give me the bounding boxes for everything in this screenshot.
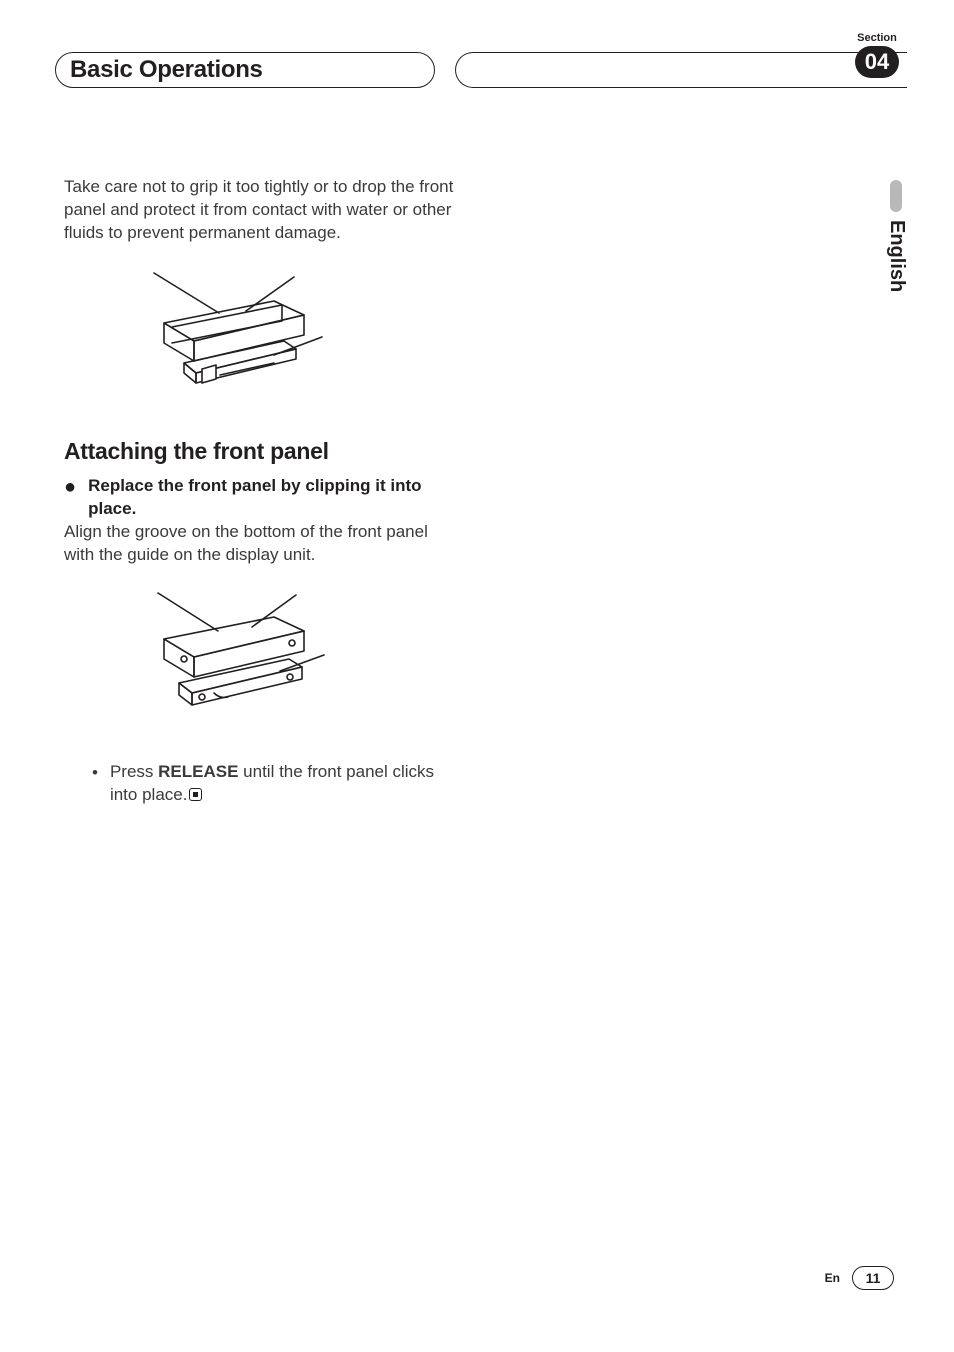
diagram-remove-panel [124, 263, 344, 403]
step-instruction: ● Replace the front panel by clipping it… [64, 475, 462, 521]
sub-bullet-text: Press RELEASE until the front panel clic… [110, 760, 462, 808]
step-bold-text: Replace the front panel by clipping it i… [88, 475, 462, 521]
section-label: Section [855, 32, 899, 44]
intro-paragraph: Take care not to grip it too tightly or … [64, 176, 462, 245]
section-number-badge: 04 [855, 46, 899, 78]
end-mark-icon [189, 788, 202, 801]
release-keyword: RELEASE [158, 762, 238, 781]
page-footer: En 11 [825, 1266, 894, 1290]
language-label-vertical: English [885, 220, 908, 292]
section-indicator: Section 04 [855, 32, 899, 78]
section-title: Basic Operations [70, 56, 263, 84]
diagram-attach-panel [124, 585, 344, 725]
header-spacer [455, 52, 907, 88]
bullet-icon: ● [64, 475, 76, 521]
side-tab-indicator [890, 180, 902, 212]
sub-pre: Press [110, 762, 158, 781]
bullet-dot-icon: • [92, 760, 98, 808]
step-body-text: Align the groove on the bottom of the fr… [64, 521, 462, 567]
title-capsule: Basic Operations [55, 52, 435, 88]
heading-attaching: Attaching the front panel [64, 438, 462, 465]
content-column: Take care not to grip it too tightly or … [64, 176, 462, 807]
page-number-badge: 11 [852, 1266, 894, 1290]
page-header: Basic Operations Section 04 [55, 52, 899, 88]
footer-lang-code: En [825, 1271, 840, 1285]
sub-bullet-row: • Press RELEASE until the front panel cl… [92, 760, 462, 808]
